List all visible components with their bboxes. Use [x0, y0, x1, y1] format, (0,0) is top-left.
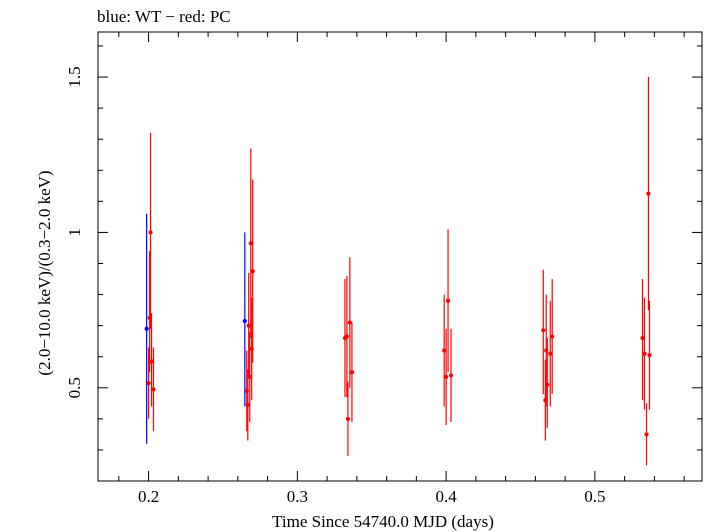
x-tick-label: 0.2 — [138, 487, 159, 506]
pc-data-point — [344, 334, 349, 339]
pc-data-point — [642, 351, 647, 356]
y-tick-label: 1.5 — [65, 66, 84, 87]
pc-data-point — [247, 374, 252, 380]
plot-frame — [97, 31, 703, 482]
pc-data-point — [647, 353, 652, 358]
axis-ticks — [98, 32, 702, 482]
x-tick-label: 0.4 — [435, 487, 457, 506]
pc-data-point — [550, 334, 555, 339]
pc-data-point — [146, 381, 151, 386]
wt-data-point — [144, 326, 149, 331]
pc-data-point — [345, 416, 351, 421]
x-axis-label: Time Since 54740.0 MJD (days) — [272, 512, 494, 531]
y-axis-label: (2.0−10.0 keV)/(0.3−2.0 keV) — [35, 170, 54, 375]
pc-data-point — [444, 374, 449, 380]
y-tick-label: 0.5 — [65, 377, 84, 398]
chart-title: blue: WT − red: PC — [97, 7, 231, 26]
pc-data-point — [148, 230, 153, 235]
pc-data-point — [541, 328, 546, 333]
pc-data-point — [445, 298, 451, 303]
pc-data-point — [644, 432, 649, 437]
x-tick-label: 0.5 — [584, 487, 605, 506]
wt-data-point — [242, 318, 247, 324]
data-marks — [144, 77, 652, 466]
pc-data-point — [149, 359, 154, 364]
pc-data-point — [151, 387, 156, 392]
y-tick-label: 1 — [65, 228, 84, 237]
pc-data-point — [245, 402, 250, 407]
pc-data-point — [349, 370, 355, 375]
pc-data-point — [442, 348, 447, 353]
y-tick-labels: 0.5 1 1.5 — [65, 66, 84, 398]
pc-data-point — [548, 351, 553, 356]
pc-data-point — [250, 269, 255, 274]
pc-data-point — [646, 191, 651, 196]
pc-data-point — [545, 382, 550, 387]
pc-data-point — [640, 335, 645, 341]
pc-data-point — [347, 320, 352, 325]
pc-data-point — [248, 241, 253, 246]
x-tick-label: 0.3 — [287, 487, 308, 506]
pc-data-point — [246, 323, 251, 328]
pc-data-point — [448, 373, 454, 378]
x-tick-labels: 0.2 0.3 0.4 0.5 — [138, 487, 606, 506]
